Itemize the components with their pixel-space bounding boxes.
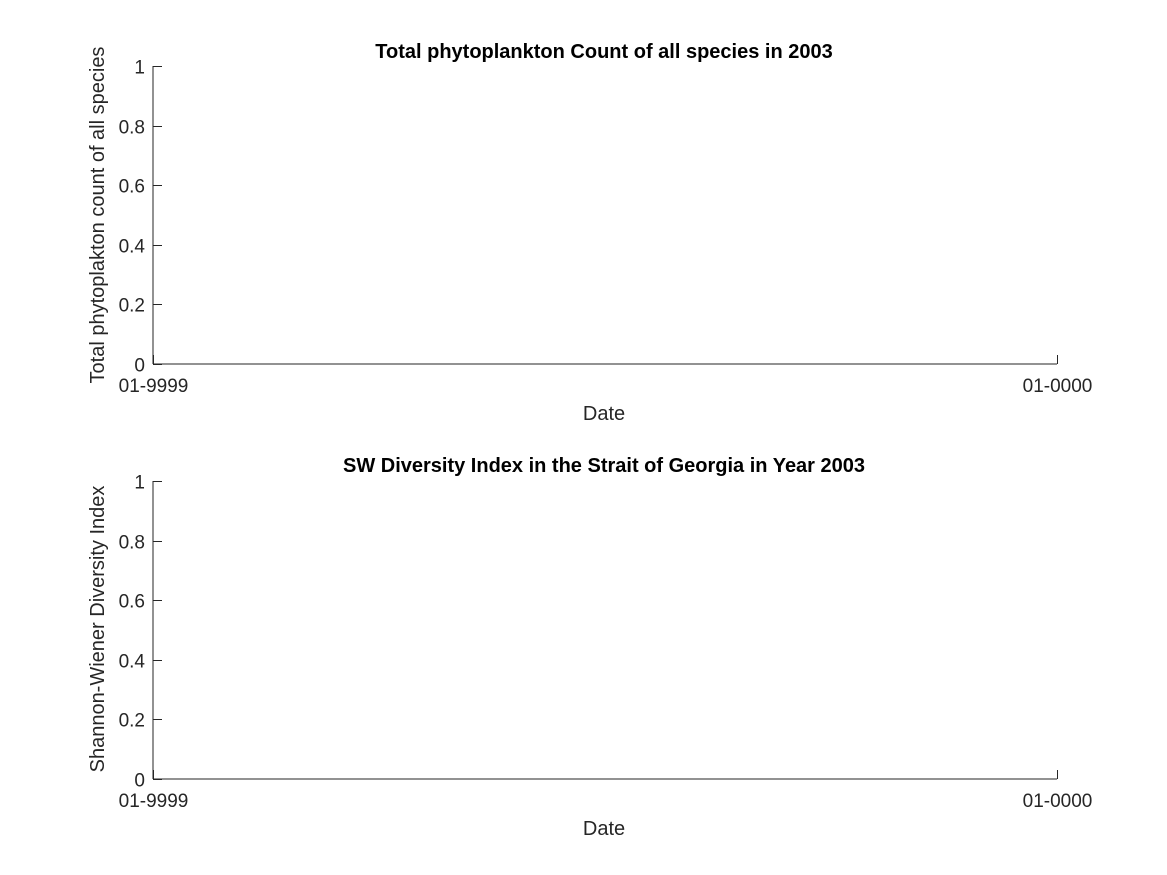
x-tick-label: 01-9999	[119, 791, 189, 812]
y-tick-label: 0.6	[119, 177, 145, 198]
y-tick-label: 0.4	[119, 652, 146, 673]
y-tick-label: 0.6	[119, 592, 145, 613]
y-tick-label: 0	[134, 356, 145, 377]
x-tick-label: 01-0000	[1023, 791, 1093, 812]
y-axis-title: Shannon-Wiener Diversity Index	[87, 486, 109, 773]
y-tick-label: 0.4	[119, 237, 146, 258]
chart-title: Total phytoplankton Count of all species…	[375, 41, 832, 63]
y-tick-label: 1	[134, 473, 145, 494]
x-tick-label: 01-0000	[1023, 376, 1093, 397]
axes-group: 0 0.2 0.4 0.6 0.8 1 01-9999 01-0000	[119, 58, 1093, 398]
y-axis-title: Total phytoplakton count of all species	[87, 47, 109, 384]
x-tick-label: 01-9999	[119, 376, 189, 397]
y-tick-label: 0.2	[119, 711, 145, 732]
chart-title: SW Diversity Index in the Strait of Geor…	[343, 455, 865, 477]
x-axis-title: Date	[583, 818, 625, 840]
chart-panel-total-count: Total phytoplankton Count of all species…	[87, 41, 1092, 425]
y-tick-label: 0.2	[119, 296, 145, 317]
y-tick-label: 0	[134, 771, 145, 792]
y-tick-label: 0.8	[119, 118, 145, 139]
y-tick-label: 0.8	[119, 533, 145, 554]
chart-panel-diversity-index: SW Diversity Index in the Strait of Geor…	[87, 455, 1092, 840]
y-tick-label: 1	[134, 58, 145, 79]
axes-group: 0 0.2 0.4 0.6 0.8 1 01-9999 01-0000	[119, 473, 1093, 813]
x-axis-title: Date	[583, 403, 625, 425]
